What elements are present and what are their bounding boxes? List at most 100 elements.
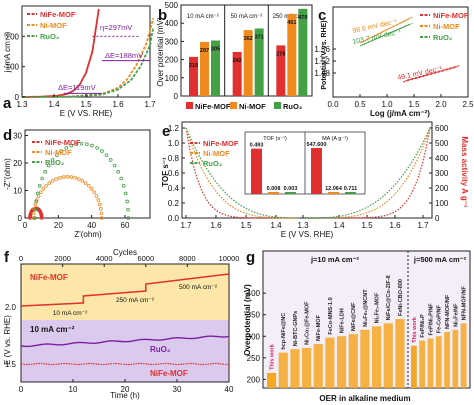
panel-f-x-tick-label: 0	[19, 385, 24, 394]
panel-d-ylabel: -Z''(ohm)	[3, 158, 12, 190]
panel-c-x-tick-label: 1.0	[381, 100, 393, 109]
panel-b-data-label: 297	[200, 48, 209, 54]
panel-c-annotation: 49.1 mV dec⁻¹	[397, 66, 443, 82]
panel-b-legend-item: NiFe-MOF	[195, 102, 231, 111]
panel-d-legend-item: NiFe-MOF	[45, 138, 81, 147]
panel-d-point	[39, 216, 44, 220]
panel-d-point	[87, 183, 91, 188]
panel-e-x-tick-label: 1.4	[270, 221, 282, 230]
panel-d-point	[99, 211, 104, 216]
panel-b-data-label: 242	[233, 58, 242, 64]
panel-b-y-tick-label: 400	[165, 19, 179, 28]
panel-d-point	[116, 169, 120, 174]
panel-d-point	[121, 183, 126, 188]
panel-a-annotation: ΔE=119mV	[58, 83, 96, 92]
panel-b-y-tick-label: 500	[165, 1, 179, 10]
panel-f-top-tick-label: 0	[19, 254, 23, 263]
panel-d-point	[31, 216, 36, 220]
panel-a-series-line	[21, 17, 155, 98]
panel-d-point	[61, 175, 66, 179]
panel-e-inset-label: 0.493	[250, 143, 264, 149]
panel-g-bar	[411, 345, 417, 388]
panel-f-upper-label: NiFe-MOF	[30, 273, 68, 282]
panel-d-point	[85, 142, 89, 147]
panel-g-y-tick-label: 300	[247, 332, 261, 341]
panel-d-x-tick-label: 20	[54, 221, 63, 230]
panel-d-point	[31, 211, 36, 216]
panel-e-x-tick-label: 1.3	[297, 221, 309, 230]
panel-g-bar	[435, 336, 442, 388]
panel-f-top-tick-label: 6000	[137, 254, 154, 263]
panel-b-bar	[298, 8, 308, 97]
panel-a-ylabel: j (mA cm⁻²)	[3, 31, 12, 73]
panel-e-yr-tick-label: 100	[435, 199, 449, 208]
panel-e-x-tick-label: 1.7	[180, 221, 192, 230]
panel-g-category-label: Ni₂Co₁@Fe-MOF	[305, 301, 311, 345]
panel-d-point	[34, 199, 38, 204]
panel-b-y-tick-label: 100	[165, 74, 179, 83]
panel-f-step-label: 10 mA cm⁻²	[53, 310, 88, 317]
panel-e-inset-bar	[345, 192, 356, 194]
panel-b-data-label: 305	[211, 46, 220, 52]
panel-c-fit-line	[363, 22, 413, 45]
panel-g-bar	[372, 326, 382, 388]
panel-c-ylabel: Potential (V vs. RHE)	[321, 20, 328, 89]
panel-c-x-tick-label: 1.5	[408, 100, 420, 109]
panel-d-point	[59, 149, 64, 153]
panel-f-y-tick-label: 1.5	[5, 360, 17, 369]
panel-a-xlabel: E (V VS. RHE)	[60, 109, 113, 118]
panel-letter-e: e	[162, 123, 170, 140]
panel-c-x-tick-label: 2.5	[462, 100, 474, 109]
panel-b-group-label: 50 mA cm⁻²	[231, 14, 263, 20]
panel-b-y-tick-label: 300	[165, 37, 179, 46]
panel-e-tof-curve	[185, 127, 300, 219]
panel-e-yr-tick-label: 600	[435, 124, 449, 133]
panel-d-legend-item: Ni-MOF	[45, 148, 72, 157]
panel-b-bar	[200, 41, 209, 96]
panel-a-x-tick-label: 1.3	[16, 100, 28, 109]
panel-b-y-tick-label: 200	[165, 56, 179, 65]
panel-g-category-label: This work	[270, 343, 276, 370]
panel-g-bar	[267, 372, 277, 388]
panel-d-point	[73, 175, 77, 180]
panel-d-point	[83, 181, 88, 185]
panel-a-x-tick-label: 1.5	[80, 100, 92, 109]
panel-f-upper-trace	[20, 273, 230, 307]
panel-b-bar	[211, 40, 220, 96]
panel-e-inset-bar	[328, 192, 339, 194]
panel-g-category-label: FeP/Ni₂P/NF	[428, 303, 434, 336]
panel-d-x-tick-label: 60	[121, 221, 130, 230]
panel-g-y-tick-label: 400	[247, 289, 261, 298]
panel-d-point	[92, 190, 97, 195]
panel-e-x-tick-label: 1.6	[389, 221, 401, 230]
panel-b-bar	[189, 56, 198, 96]
panel-e-yl-tick-label: 0.6	[168, 169, 180, 178]
panel-d-point	[126, 207, 130, 212]
panel-c-x-tick-label: 0.0	[327, 100, 339, 109]
panel-d-x-tick-label: 0	[23, 221, 28, 230]
panel-e-yr-tick-label: 0	[435, 214, 440, 223]
panel-d-point	[100, 149, 104, 153]
panel-g-category-label: Ni₃Fe₁@NCNT	[363, 289, 369, 327]
panel-d-point	[119, 176, 123, 181]
panel-b-y-tick-label: 0	[174, 92, 179, 101]
panel-g-bar	[302, 347, 312, 388]
panel-f-legend-ruo2: RuO₂	[150, 345, 171, 354]
panel-d-point	[99, 216, 104, 220]
panel-e-ylabel: TOF s⁻¹	[161, 157, 170, 187]
panel-d-point	[33, 216, 37, 220]
panel-g-category-label: Ni-BTC-GNPs	[293, 311, 299, 346]
panel-f-lower-bg	[21, 320, 229, 382]
panel-d-point	[97, 202, 102, 207]
panel-letter-a: a	[3, 95, 12, 112]
panel-g-category-label: NiFe-MOF	[316, 314, 322, 341]
panel-e-tof-curve	[185, 127, 301, 219]
panel-g-ylabel: Overpotential (mV)	[243, 284, 252, 356]
panel-f-top-tick-label: 8000	[179, 254, 196, 263]
panel-a-legend-item: RuO₂	[40, 32, 59, 41]
panel-e-inset-title: MA (A g⁻¹)	[322, 136, 348, 142]
panel-letter-f: f	[4, 249, 10, 266]
panel-c-frame	[332, 6, 469, 98]
panel-d-point	[95, 146, 99, 150]
panel-d-point	[80, 179, 85, 183]
